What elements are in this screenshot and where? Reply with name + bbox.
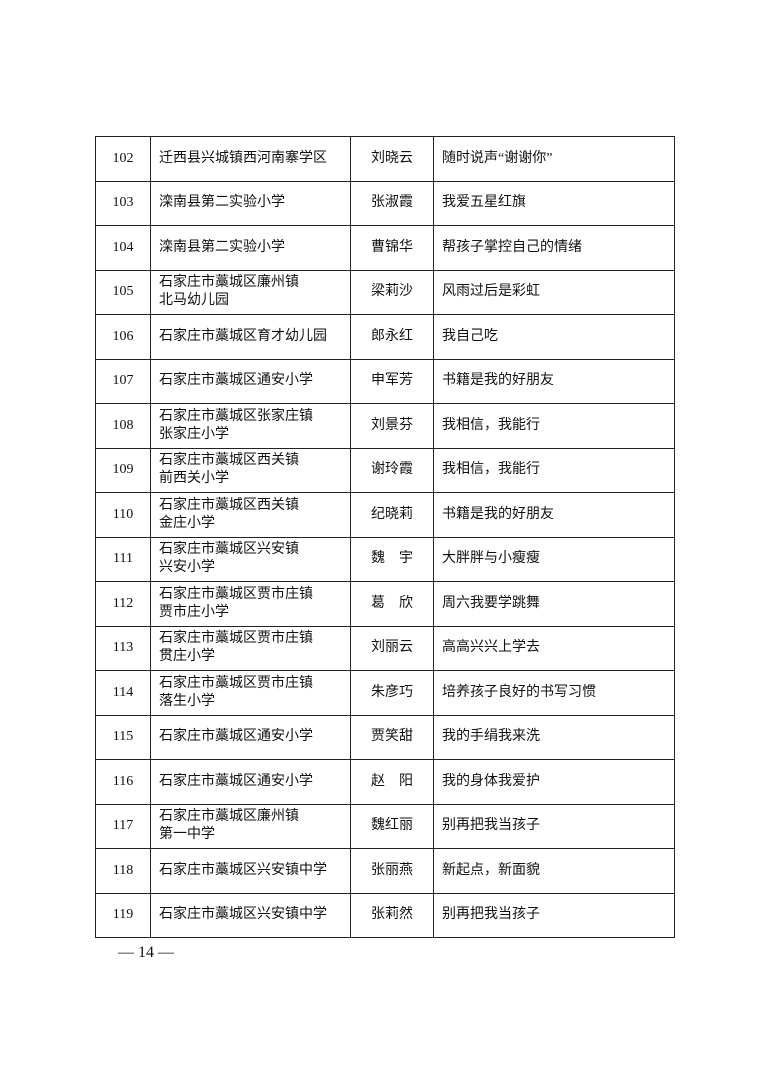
table-row: 111 石家庄市藁城区兴安镇 兴安小学魏 宇大胖胖与小瘦瘦 xyxy=(95,536,675,582)
cell-unit: 石家庄市藁城区廉州镇 第一中学 xyxy=(150,803,351,849)
cell-title: 新起点，新面貌 xyxy=(433,848,675,894)
cell-title: 我相信，我能行 xyxy=(433,447,675,493)
cell-name: 纪晓莉 xyxy=(350,492,434,538)
cell-title: 我相信，我能行 xyxy=(433,403,675,449)
table-row: 108 石家庄市藁城区张家庄镇 张家庄小学 刘景芬 我相信，我能行 xyxy=(95,403,675,449)
cell-no: 112 xyxy=(95,581,151,627)
cell-unit: 石家庄市藁城区通安小学 xyxy=(150,358,351,404)
cell-name: 葛 欣 xyxy=(350,581,434,627)
cell-unit: 石家庄市藁城区通安小学 xyxy=(150,714,351,760)
cell-no: 107 xyxy=(95,358,151,404)
cell-name: 贾笑甜 xyxy=(350,714,434,760)
cell-unit: 石家庄市藁城区贾市庄镇 贾市庄小学 xyxy=(150,581,351,627)
cell-name: 申军芳 xyxy=(350,358,434,404)
cell-unit: 石家庄市藁城区兴安镇中学 xyxy=(150,848,351,894)
cell-no: 115 xyxy=(95,714,151,760)
cell-title: 培养孩子良好的书写习惯 xyxy=(433,670,675,716)
cell-no: 113 xyxy=(95,625,151,671)
cell-name: 魏红丽 xyxy=(350,803,434,849)
cell-title: 风雨过后是彩虹 xyxy=(433,269,675,315)
cell-no: 109 xyxy=(95,447,151,493)
cell-unit: 石家庄市藁城区西关镇 前西关小学 xyxy=(150,447,351,493)
cell-unit: 石家庄市藁城区贾市庄镇 落生小学 xyxy=(150,670,351,716)
cell-no: 111 xyxy=(95,536,151,582)
cell-no: 117 xyxy=(95,803,151,849)
cell-title: 别再把我当孩子 xyxy=(433,803,675,849)
cell-name: 曹锦华 xyxy=(350,225,434,271)
cell-title: 我爱五星红旗 xyxy=(433,180,675,226)
table-row: 115 石家庄市藁城区通安小学 贾笑甜 我的手绢我来洗 xyxy=(95,714,675,760)
cell-title: 周六我要学跳舞 xyxy=(433,581,675,627)
table-row: 105 石家庄市藁城区廉州镇 北马幼儿园 梁莉沙 风雨过后是彩虹 xyxy=(95,269,675,315)
cell-title: 随时说声“谢谢你” xyxy=(433,136,675,182)
cell-no: 105 xyxy=(95,269,151,315)
cell-unit: 滦南县第二实验小学 xyxy=(150,225,351,271)
cell-unit: 石家庄市藁城区通安小学 xyxy=(150,759,351,805)
cell-no: 108 xyxy=(95,403,151,449)
cell-no: 110 xyxy=(95,492,151,538)
cell-no: 118 xyxy=(95,848,151,894)
cell-name: 朱彦巧 xyxy=(350,670,434,716)
table-row: 104 滦南县第二实验小学 曹锦华 帮孩子掌控自己的情绪 xyxy=(95,225,675,271)
cell-name: 魏 宇 xyxy=(350,536,434,582)
cell-name: 刘丽云 xyxy=(350,625,434,671)
page-number: — 14 — xyxy=(118,944,174,961)
table-row: 116 石家庄市藁城区通安小学赵 阳我的身体我爱护 xyxy=(95,759,675,805)
cell-title: 别再把我当孩子 xyxy=(433,892,675,938)
cell-name: 张淑霞 xyxy=(350,180,434,226)
table-row: 118 石家庄市藁城区兴安镇中学 张丽燕 新起点，新面貌 xyxy=(95,848,675,894)
cell-title: 书籍是我的好朋友 xyxy=(433,358,675,404)
table-row: 110 石家庄市藁城区西关镇 金庄小学 纪晓莉 书籍是我的好朋友 xyxy=(95,492,675,538)
cell-unit: 石家庄市藁城区兴安镇 兴安小学 xyxy=(150,536,351,582)
cell-title: 书籍是我的好朋友 xyxy=(433,492,675,538)
cell-name: 郎永红 xyxy=(350,314,434,360)
cell-name: 谢玲霞 xyxy=(350,447,434,493)
cell-title: 我的手绢我来洗 xyxy=(433,714,675,760)
table-row: 112 石家庄市藁城区贾市庄镇 贾市庄小学葛 欣周六我要学跳舞 xyxy=(95,581,675,627)
cell-unit: 滦南县第二实验小学 xyxy=(150,180,351,226)
cell-name: 张丽燕 xyxy=(350,848,434,894)
cell-unit: 石家庄市藁城区张家庄镇 张家庄小学 xyxy=(150,403,351,449)
cell-unit: 石家庄市藁城区西关镇 金庄小学 xyxy=(150,492,351,538)
table-row: 102 迁西县兴城镇西河南寨学区 刘晓云 随时说声“谢谢你” xyxy=(95,136,675,182)
cell-unit: 石家庄市藁城区贾市庄镇 贯庄小学 xyxy=(150,625,351,671)
cell-title: 我自己吃 xyxy=(433,314,675,360)
cell-title: 我的身体我爱护 xyxy=(433,759,675,805)
cell-no: 119 xyxy=(95,892,151,938)
table-row: 114 石家庄市藁城区贾市庄镇 落生小学 朱彦巧 培养孩子良好的书写习惯 xyxy=(95,670,675,716)
table-row: 106 石家庄市藁城区育才幼儿园 郎永红 我自己吃 xyxy=(95,314,675,360)
cell-no: 103 xyxy=(95,180,151,226)
cell-name: 张莉然 xyxy=(350,892,434,938)
cell-unit: 石家庄市藁城区兴安镇中学 xyxy=(150,892,351,938)
cell-no: 116 xyxy=(95,759,151,805)
cell-title: 帮孩子掌控自己的情绪 xyxy=(433,225,675,271)
table-row: 109 石家庄市藁城区西关镇 前西关小学 谢玲霞 我相信，我能行 xyxy=(95,447,675,493)
cell-no: 102 xyxy=(95,136,151,182)
award-table: 102 迁西县兴城镇西河南寨学区 刘晓云 随时说声“谢谢你” 103 滦南县第二实验小学张… xyxy=(95,136,675,938)
cell-name: 梁莉沙 xyxy=(350,269,434,315)
cell-name: 刘景芬 xyxy=(350,403,434,449)
cell-title: 大胖胖与小瘦瘦 xyxy=(433,536,675,582)
cell-no: 114 xyxy=(95,670,151,716)
table-row: 119 石家庄市藁城区兴安镇中学 张莉然 别再把我当孩子 xyxy=(95,892,675,938)
cell-unit: 石家庄市藁城区廉州镇 北马幼儿园 xyxy=(150,269,351,315)
cell-unit: 石家庄市藁城区育才幼儿园 xyxy=(150,314,351,360)
cell-name: 刘晓云 xyxy=(350,136,434,182)
cell-title: 高高兴兴上学去 xyxy=(433,625,675,671)
table-row: 107 石家庄市藁城区通安小学 申军芳 书籍是我的好朋友 xyxy=(95,358,675,404)
cell-no: 106 xyxy=(95,314,151,360)
table-row: 113 石家庄市藁城区贾市庄镇 贯庄小学 刘丽云 高高兴兴上学去 xyxy=(95,625,675,671)
cell-no: 104 xyxy=(95,225,151,271)
table-row: 117 石家庄市藁城区廉州镇 第一中学 魏红丽 别再把我当孩子 xyxy=(95,803,675,849)
table-row: 103 滦南县第二实验小学 张淑霞 我爱五星红旗 xyxy=(95,180,675,226)
cell-name: 赵 阳 xyxy=(350,759,434,805)
cell-unit: 迁西县兴城镇西河南寨学区 xyxy=(150,136,351,182)
